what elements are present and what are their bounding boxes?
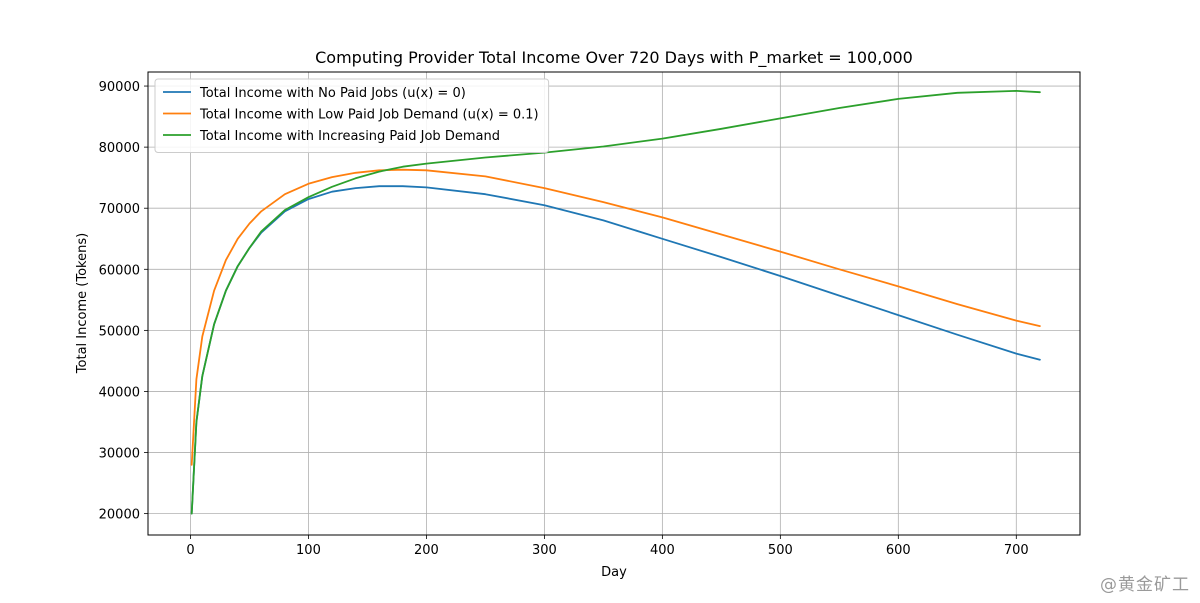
legend-box	[154, 78, 550, 153]
x-tick-label: 500	[768, 543, 793, 558]
series-line-3	[190, 90, 1041, 515]
legend-label: Total Income with Increasing Paid Job De…	[199, 129, 500, 144]
plot-frame	[147, 71, 1081, 536]
y-axis-label: Total Income (Tokens)	[75, 233, 90, 374]
x-axis-label: Day	[601, 565, 627, 580]
axis-ticks: 0 100 200 300 400 500 600 700 20000 30000 40000 500…	[99, 80, 1029, 558]
y-tick-label: 50000	[99, 324, 140, 339]
x-tick-label: 200	[414, 543, 439, 558]
legend-label: Total Income with No Paid Jobs (u(x) = 0…	[199, 86, 466, 101]
y-tick-label: 30000	[99, 447, 140, 462]
x-tick-label: 0	[186, 543, 194, 558]
y-tick-label: 60000	[99, 263, 140, 278]
watermark: @黄金矿工	[1100, 575, 1190, 595]
x-tick-label: 700	[1004, 543, 1029, 558]
x-tick-label: 400	[650, 543, 675, 558]
y-tick-label: 20000	[99, 508, 140, 523]
series-lines	[190, 90, 1041, 515]
y-tick-label: 90000	[99, 80, 140, 95]
chart-title: Computing Provider Total Income Over 720…	[315, 48, 913, 68]
x-tick-label: 600	[886, 543, 911, 558]
legend: Total Income with No Paid Jobs (u(x) = 0…	[154, 78, 550, 153]
legend-label: Total Income with Low Paid Job Demand (u…	[199, 108, 539, 123]
x-tick-label: 100	[296, 543, 321, 558]
y-tick-label: 70000	[99, 202, 140, 217]
y-tick-label: 40000	[99, 385, 140, 400]
x-tick-label: 300	[532, 543, 557, 558]
y-tick-label: 80000	[99, 141, 140, 156]
